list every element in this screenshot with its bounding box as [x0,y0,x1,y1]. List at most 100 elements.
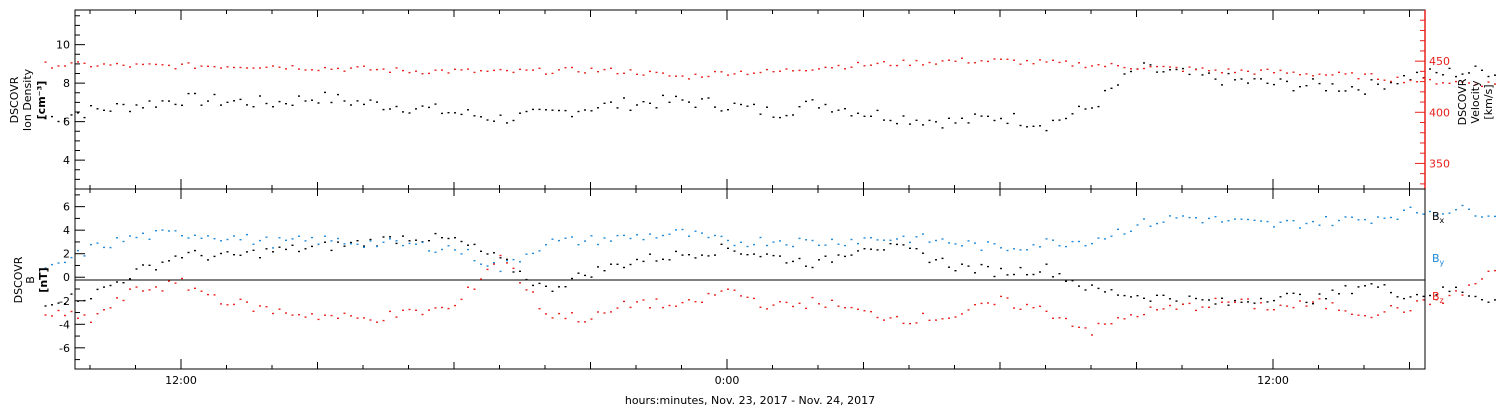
by-point [1377,216,1379,218]
bx-point [460,240,463,243]
density-point [649,102,651,104]
by-point [1091,242,1093,245]
bx-point [1351,292,1353,295]
density-point [57,120,60,123]
density-point [714,106,716,108]
bx-point [870,248,872,250]
bz-point [103,309,105,311]
density-point [1110,87,1113,89]
x-tick-label: 0:00 [715,374,740,387]
bz-point [252,310,255,312]
density-point [967,122,970,124]
bx-point [909,247,911,249]
bz-point [987,302,989,304]
by-point [402,244,404,247]
density-point [389,108,391,110]
velocity-point [1227,68,1230,70]
density-point [1221,84,1223,86]
velocity-point [1273,72,1275,74]
by-point [330,240,333,242]
by-point [974,242,976,244]
velocity-point [382,68,385,70]
density-point [135,104,138,106]
bx-point [701,254,703,256]
velocity-point [837,64,840,67]
bz-point [1032,307,1035,309]
bz-point [447,307,450,310]
by-point [831,238,833,241]
by-point [83,255,86,257]
bz-point [142,290,144,292]
density-point [1370,79,1373,81]
bz-point [1468,284,1470,286]
bz-point [837,305,840,307]
bz-point [350,315,352,317]
bx-point [954,270,957,272]
by-point [1201,222,1204,224]
bx-point [1071,280,1074,282]
density-point [584,109,586,111]
bx-point [1442,286,1444,288]
by-point [1078,240,1080,243]
x-axis: 12:00 0:00 12:00 [89,10,1410,387]
density-point [668,101,671,103]
density-point [343,100,346,102]
bx-point [902,244,905,246]
velocity-point [1318,73,1321,75]
density-point [1494,74,1496,76]
bz-point [330,314,333,317]
velocity-point [1156,65,1158,68]
density-point [636,104,638,106]
density-point [402,111,404,113]
bz-point [1318,298,1321,300]
velocity-point [155,63,157,66]
density-point [122,103,125,106]
bx-point [330,249,333,252]
bx-point [623,266,625,269]
bx-point [1305,301,1308,304]
bx-point [389,236,391,238]
bx-point [577,272,580,274]
bx-point [350,241,352,244]
by-point [564,237,567,239]
density-point [1247,82,1249,84]
density-point [1396,83,1399,85]
density-point [876,109,879,112]
velocity-point [766,68,768,71]
by-point [993,243,996,245]
bz-point [720,290,723,292]
velocity-point [304,69,307,71]
velocity-point [1292,71,1295,73]
bx-point [935,259,937,261]
density-point [1344,90,1347,92]
bz-point [870,311,872,313]
bz-point [1221,301,1223,303]
density-point [616,107,619,109]
bx-point [980,263,983,266]
bx-point [1039,271,1041,273]
velocity-point [1078,62,1080,64]
bx-point [1260,297,1262,300]
bz-point [1474,283,1477,285]
bx-point [473,243,476,246]
legend-subscript: z [1440,296,1444,305]
bz-point [402,309,404,311]
velocity-point [727,74,729,76]
density-point [623,97,625,99]
by-point [727,239,729,242]
bz-point [707,292,710,295]
velocity-point [1221,72,1223,74]
bz-point [1136,315,1139,318]
density-point [1182,67,1184,70]
bz-point [1130,314,1132,316]
bx-point [519,270,521,272]
bx-point [993,275,996,278]
velocity-point [655,71,658,74]
bx-point [967,265,970,267]
velocity-point [1442,82,1444,84]
density-point [1032,125,1035,127]
bz-point [993,303,996,306]
bx-point [408,240,411,242]
density-point [707,97,710,99]
by-point [226,238,229,241]
